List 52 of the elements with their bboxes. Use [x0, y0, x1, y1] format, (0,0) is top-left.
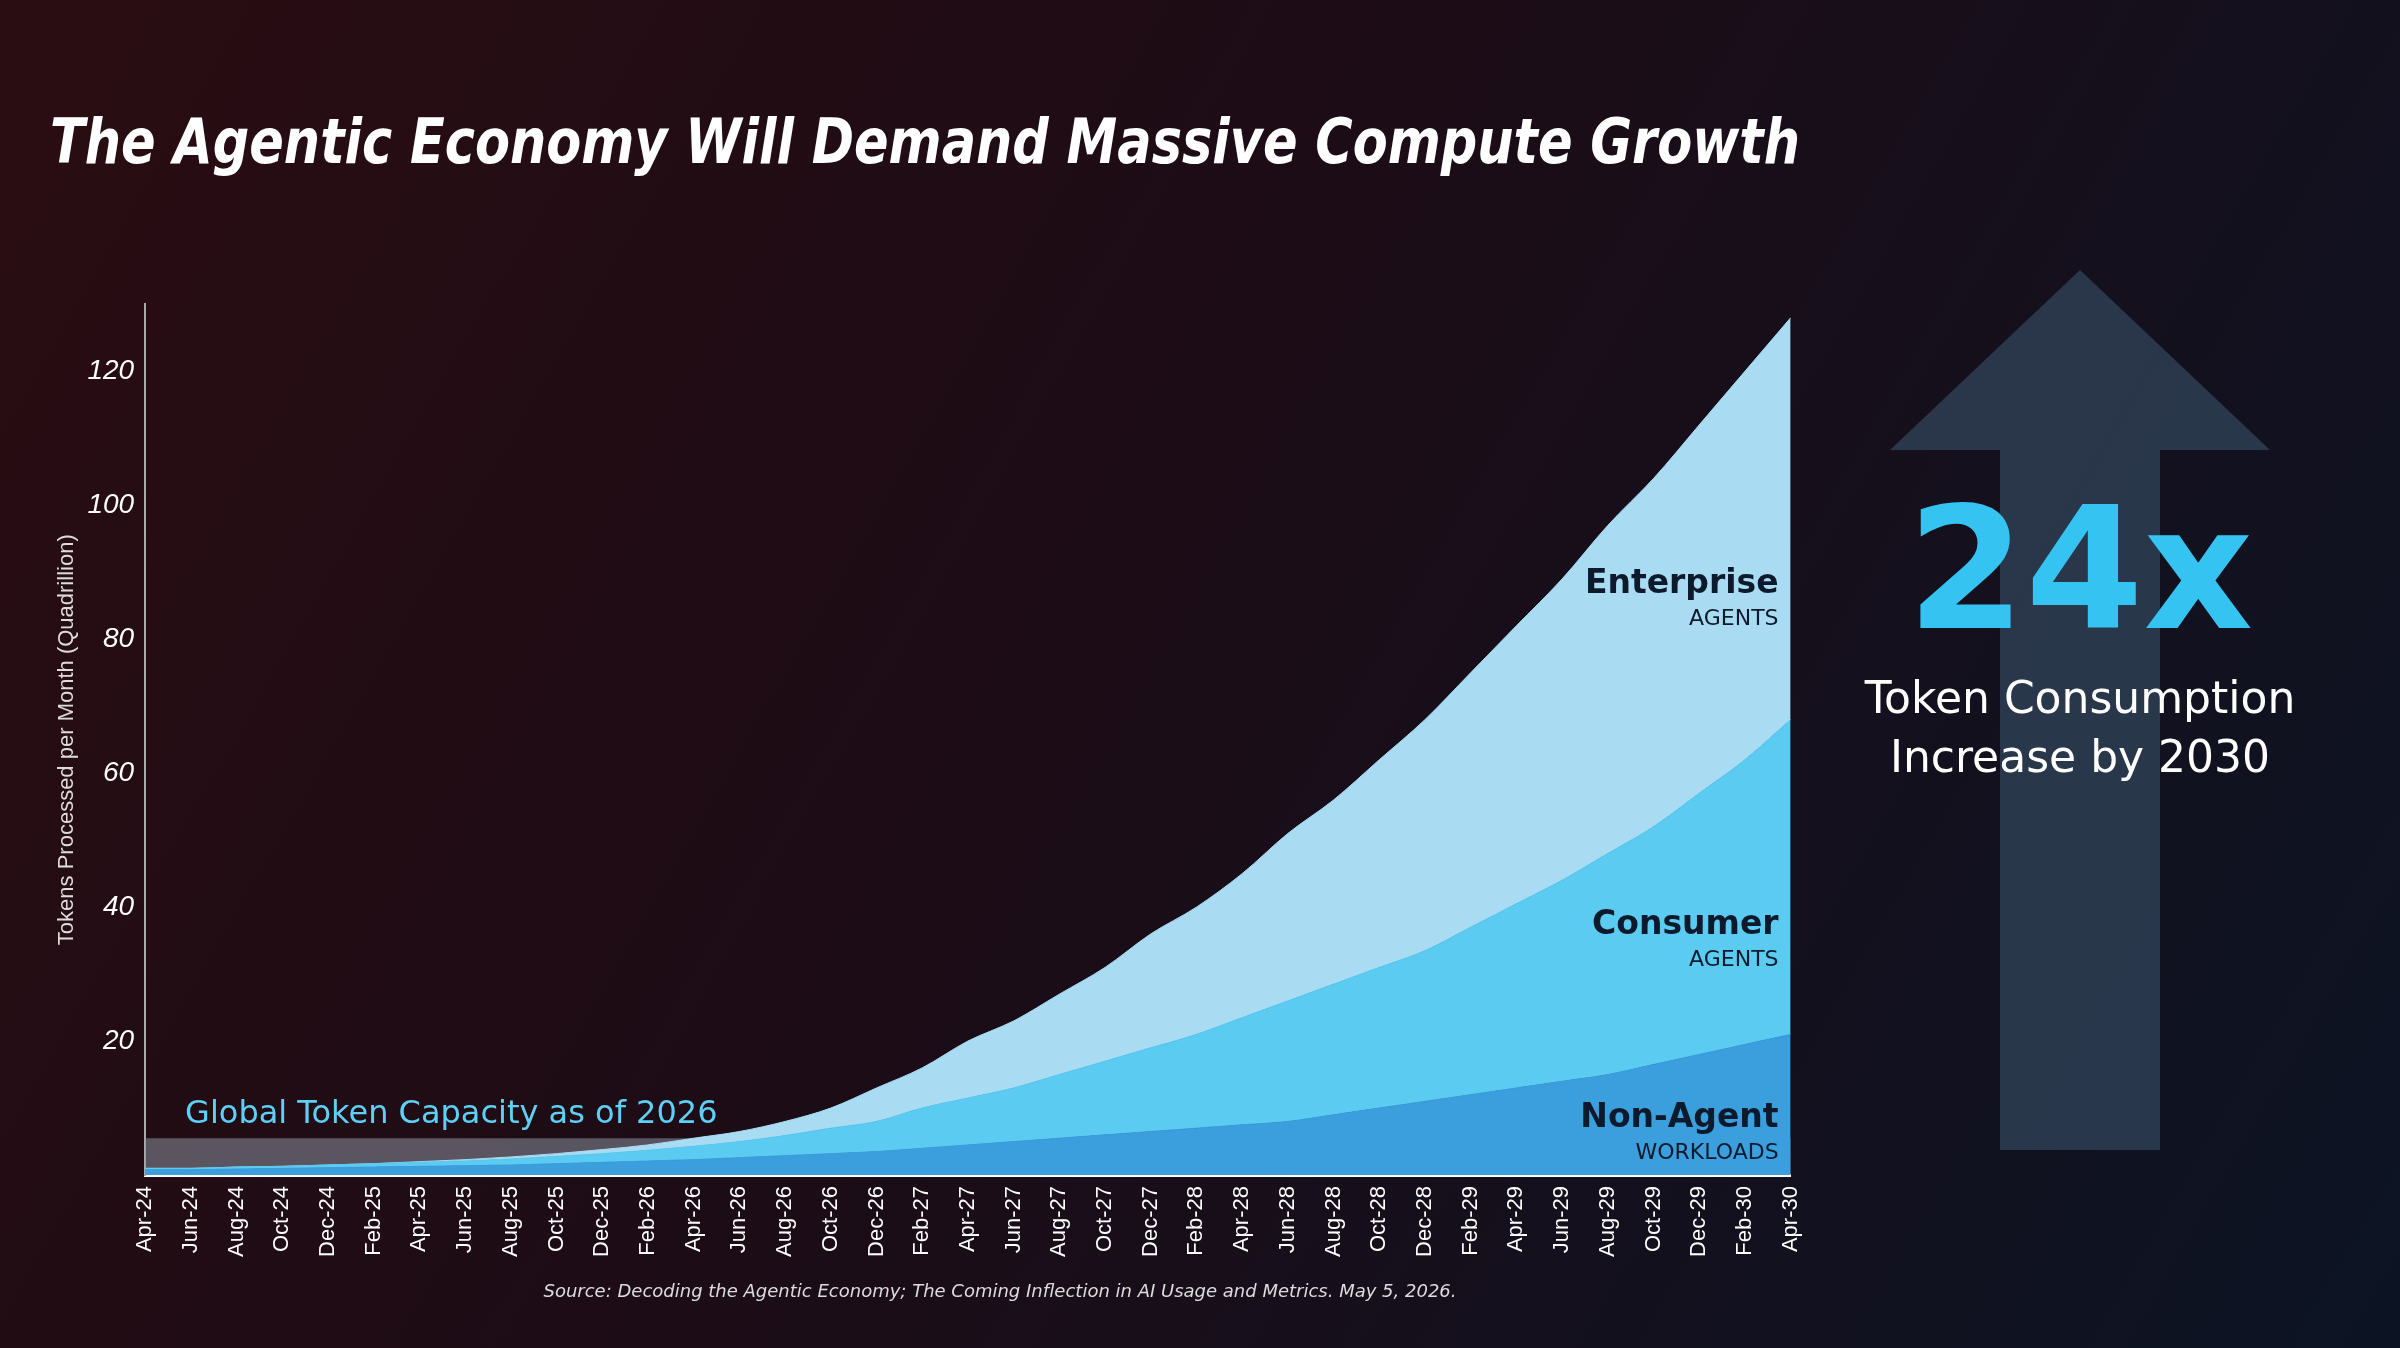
x-tick-label: Apr-28 — [1228, 1186, 1254, 1253]
x-tick-label: Apr-25 — [405, 1186, 431, 1253]
x-tick-label: Jun-26 — [725, 1186, 751, 1254]
x-tick-label: Apr-29 — [1502, 1186, 1528, 1253]
series-label: Enterprise AGENTS — [1584, 562, 1779, 631]
y-tick-label: 60 — [102, 756, 135, 788]
x-tick-label: Jun-24 — [176, 1186, 202, 1254]
x-tick-label: Feb-25 — [359, 1186, 385, 1256]
x-tick-label: Feb-30 — [1730, 1186, 1756, 1256]
x-tick-label: Aug-24 — [222, 1186, 248, 1258]
x-tick-label: Feb-26 — [633, 1186, 659, 1256]
y-tick-label: 120 — [87, 354, 135, 386]
x-tick-label: Jun-27 — [999, 1186, 1025, 1254]
y-tick-label: 40 — [102, 889, 135, 921]
x-tick-label: Apr-24 — [131, 1186, 157, 1253]
text: 24x — [1905, 470, 2255, 668]
y-tick-label: 100 — [87, 488, 135, 520]
x-tick-label: Feb-27 — [908, 1186, 934, 1256]
x-tick-label: Aug-25 — [496, 1186, 522, 1258]
series-label: Non-Agent WORKLOADS — [1580, 1095, 1779, 1164]
x-tick-label: Oct-27 — [1091, 1186, 1117, 1253]
x-tick-label: Apr-26 — [679, 1186, 705, 1253]
x-tick-label: Jun-25 — [451, 1186, 477, 1254]
x-tick-label: Dec-28 — [1411, 1186, 1436, 1257]
x-tick-label: Oct-28 — [1365, 1186, 1391, 1253]
x-tick-label: Aug-26 — [771, 1186, 797, 1258]
x-tick-label: Apr-30 — [1776, 1186, 1802, 1253]
x-tick-label: Jun-28 — [1273, 1186, 1299, 1254]
x-tick-label: Jun-29 — [1548, 1186, 1574, 1254]
series-label: Consumer AGENTS — [1592, 902, 1780, 971]
y-tick-label: 20 — [101, 1023, 135, 1055]
x-tick-label: Oct-25 — [542, 1186, 568, 1253]
x-tick-label: Oct-24 — [268, 1186, 294, 1253]
source-note: Source: Decoding the Agentic Economy; The Coming Inflection in AI Usage and Metrics. May 5, 2026. — [542, 1280, 1458, 1301]
x-tick-label: Aug-28 — [1319, 1186, 1345, 1258]
x-tick-label: Dec-26 — [862, 1186, 888, 1257]
x-tick-label: Aug-29 — [1593, 1186, 1619, 1258]
x-tick-label: Aug-27 — [1045, 1186, 1071, 1258]
y-tick-label: 80 — [102, 622, 135, 654]
x-tick-label: Feb-29 — [1456, 1186, 1482, 1256]
x-tick-label: Dec-24 — [314, 1186, 340, 1257]
chart-title: The Agentic Economy Will Demand Massive Compute Growth — [50, 105, 1800, 178]
x-tick-label: Dec-25 — [588, 1186, 614, 1257]
x-tick-label: Oct-26 — [816, 1186, 842, 1253]
x-tick-label: Feb-28 — [1182, 1186, 1208, 1256]
x-tick-label: Dec-27 — [1136, 1186, 1162, 1257]
x-tick-label: Apr-27 — [953, 1186, 979, 1253]
y-axis-title: Tokens Processed per Month (Quadrillion) — [53, 534, 79, 946]
x-tick-label: Oct-29 — [1639, 1186, 1665, 1253]
text: Token Consumption Increase by 2030 — [1863, 671, 2297, 785]
x-tick-label: Dec-29 — [1685, 1186, 1711, 1257]
band-label: Global Token Capacity as of 2026 — [185, 1092, 718, 1131]
